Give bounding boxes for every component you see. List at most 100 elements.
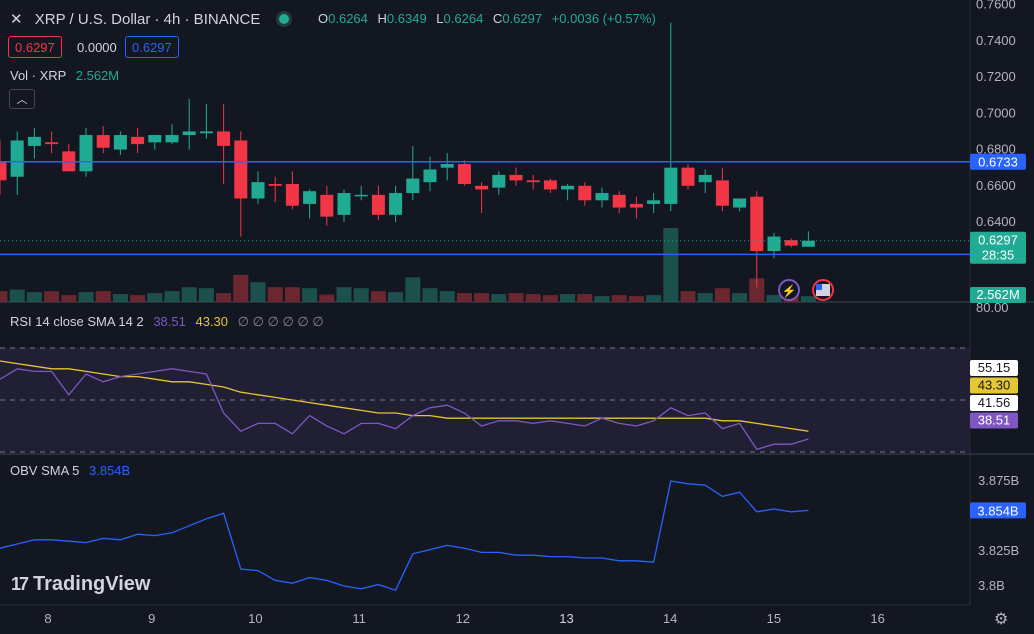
candle-body bbox=[767, 236, 781, 252]
rsi-value-tag-text: 55.15 bbox=[978, 360, 1011, 375]
spread-value: 0.0000 bbox=[77, 40, 117, 55]
rsi-axis-label: 80.00 bbox=[976, 300, 1009, 315]
volume-bar bbox=[61, 295, 77, 302]
rsi-value-tag bbox=[970, 412, 1018, 429]
price-tick-label: 0.7000 bbox=[976, 105, 1016, 120]
volume-bar bbox=[267, 287, 283, 302]
time-axis-label: 16 bbox=[870, 611, 884, 626]
candle-body bbox=[595, 193, 609, 201]
collapse-chevron-icon[interactable]: ︿ bbox=[9, 89, 35, 109]
rsi-value-tag-text: 41.56 bbox=[978, 395, 1011, 410]
volume-bar bbox=[508, 293, 524, 302]
rsi-value-tag-text: 38.51 bbox=[978, 413, 1011, 428]
rsi-legend: RSI 14 close SMA 14 2 38.51 43.30 ∅ ∅ ∅ … bbox=[10, 314, 324, 329]
time-axis-label: 14 bbox=[663, 611, 677, 626]
time-axis-label: 13 bbox=[559, 611, 573, 626]
candle-body bbox=[801, 240, 815, 247]
candle-body bbox=[234, 140, 248, 199]
tradingview-logo: 17 TradingView bbox=[11, 573, 151, 595]
symbol-title: XRP / U.S. Dollar · 4h · BINANCE bbox=[34, 11, 261, 28]
volume-bar bbox=[284, 287, 300, 302]
volume-bar bbox=[697, 293, 713, 302]
bar-countdown: 28:35 bbox=[982, 248, 1015, 263]
price-tick-label: 0.7200 bbox=[976, 69, 1016, 84]
volume-bar bbox=[164, 291, 180, 302]
candle-body bbox=[698, 174, 712, 183]
volume-bar bbox=[95, 291, 111, 302]
volume-bar bbox=[388, 292, 404, 302]
close-icon[interactable]: ✕ bbox=[10, 11, 23, 28]
volume-bar bbox=[766, 295, 782, 302]
price-tick-label: 0.7600 bbox=[976, 0, 1016, 12]
time-axis-label: 9 bbox=[148, 611, 155, 626]
candle-body bbox=[492, 174, 506, 188]
volume-bar bbox=[233, 274, 249, 302]
candle-body bbox=[320, 194, 334, 217]
candle-body bbox=[148, 135, 162, 143]
volume-bar bbox=[44, 291, 60, 302]
volume-bar bbox=[353, 288, 369, 302]
last-price-tag-text: 0.6297 bbox=[978, 233, 1018, 248]
rsi-value-tag bbox=[970, 377, 1018, 394]
volume-bar bbox=[800, 296, 816, 302]
rsi-value-tag bbox=[970, 360, 1018, 376]
obv-axis-label: 3.8B bbox=[978, 578, 1005, 593]
obv-line bbox=[0, 480, 809, 591]
volume-bar bbox=[749, 278, 765, 302]
volume-bar bbox=[0, 291, 8, 302]
volume-bar bbox=[560, 294, 576, 302]
rsi-sma-line bbox=[0, 360, 809, 432]
event-lightning-icon bbox=[778, 279, 800, 301]
volume-bar bbox=[250, 282, 266, 302]
sell-price-button[interactable]: 0.6297 bbox=[8, 36, 62, 58]
volume-bar bbox=[611, 295, 627, 302]
volume-legend: Vol · XRP 2.562M bbox=[10, 68, 120, 83]
volume-bar bbox=[319, 294, 335, 302]
buy-price-button[interactable]: 0.6297 bbox=[125, 36, 179, 58]
volume-bar bbox=[181, 287, 197, 302]
last-price-tag bbox=[970, 231, 1026, 264]
candle-body bbox=[440, 164, 454, 168]
volume-bar bbox=[147, 293, 163, 302]
candle-body bbox=[578, 185, 592, 201]
event-lightning-glyph: ⚡ bbox=[782, 284, 797, 298]
candle-body bbox=[784, 240, 798, 246]
candle-body bbox=[45, 142, 59, 145]
volume-bar bbox=[491, 294, 507, 302]
volume-bar bbox=[680, 291, 696, 302]
volume-value-tag-text: 2.562M bbox=[976, 287, 1019, 302]
candle-body bbox=[647, 200, 661, 204]
time-axis-label: 11 bbox=[352, 611, 366, 626]
volume-bar bbox=[732, 293, 748, 302]
volume-bar bbox=[594, 296, 610, 302]
market-status-icon bbox=[278, 14, 289, 24]
volume-bar bbox=[198, 288, 214, 302]
volume-bar bbox=[542, 295, 558, 302]
volume-bar bbox=[78, 292, 94, 302]
candle-body bbox=[337, 193, 351, 215]
time-axis-label: 15 bbox=[767, 611, 781, 626]
candle-body bbox=[113, 135, 127, 150]
candle-body bbox=[371, 194, 385, 215]
candle-body bbox=[96, 135, 110, 148]
price-tick-label: 0.7400 bbox=[976, 33, 1016, 48]
candle-body bbox=[131, 136, 145, 145]
volume-bar bbox=[302, 288, 318, 302]
obv-value-tag-text: 3.854B bbox=[977, 503, 1018, 518]
settings-gear-icon[interactable]: ⚙ bbox=[994, 611, 1009, 628]
price-tick-label: 0.6800 bbox=[976, 142, 1016, 157]
level-price-tag-text: 0.6733 bbox=[978, 155, 1018, 170]
volume-bar bbox=[525, 294, 541, 302]
obv-axis-label: 3.825B bbox=[978, 543, 1019, 558]
candle-body bbox=[199, 131, 213, 134]
volume-bar bbox=[663, 228, 679, 302]
candle-body bbox=[543, 180, 557, 190]
time-axis-label: 8 bbox=[44, 611, 51, 626]
volume-bar bbox=[577, 294, 593, 302]
volume-bar bbox=[439, 291, 455, 302]
candle-body bbox=[27, 136, 41, 146]
volume-bar bbox=[112, 294, 128, 302]
symbol-header: ✕ XRP / U.S. Dollar · 4h · BINANCE bbox=[10, 10, 289, 28]
candle-body bbox=[509, 174, 523, 181]
